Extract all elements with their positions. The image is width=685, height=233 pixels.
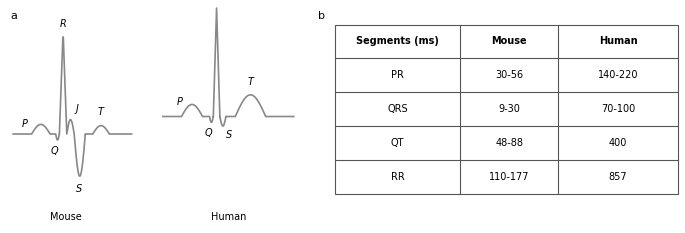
Text: QRS: QRS bbox=[388, 104, 408, 114]
Text: T: T bbox=[248, 77, 254, 87]
Text: Mouse: Mouse bbox=[50, 212, 82, 222]
Text: S: S bbox=[77, 184, 83, 194]
Text: 9-30: 9-30 bbox=[498, 104, 520, 114]
Text: J: J bbox=[75, 104, 78, 114]
Text: 110-177: 110-177 bbox=[489, 172, 530, 182]
Text: 140-220: 140-220 bbox=[598, 70, 638, 80]
Text: Human: Human bbox=[210, 212, 246, 222]
Text: QT: QT bbox=[391, 138, 404, 148]
Text: b: b bbox=[318, 11, 325, 21]
Text: R: R bbox=[60, 19, 66, 29]
Text: Q: Q bbox=[204, 128, 212, 138]
Text: P: P bbox=[177, 97, 183, 107]
Text: T: T bbox=[98, 107, 103, 117]
Text: RR: RR bbox=[391, 172, 405, 182]
Text: Mouse: Mouse bbox=[491, 37, 527, 47]
Text: PR: PR bbox=[391, 70, 404, 80]
Text: 70-100: 70-100 bbox=[601, 104, 635, 114]
Text: a: a bbox=[10, 11, 17, 21]
Bar bbox=[335, 24, 678, 194]
Text: 400: 400 bbox=[609, 138, 627, 148]
Text: Q: Q bbox=[50, 146, 58, 156]
Text: Human: Human bbox=[599, 37, 638, 47]
Text: P: P bbox=[22, 119, 28, 129]
Text: 48-88: 48-88 bbox=[495, 138, 523, 148]
Text: Segments (ms): Segments (ms) bbox=[356, 37, 439, 47]
Text: S: S bbox=[226, 130, 232, 140]
Text: 30-56: 30-56 bbox=[495, 70, 523, 80]
Text: 857: 857 bbox=[609, 172, 627, 182]
